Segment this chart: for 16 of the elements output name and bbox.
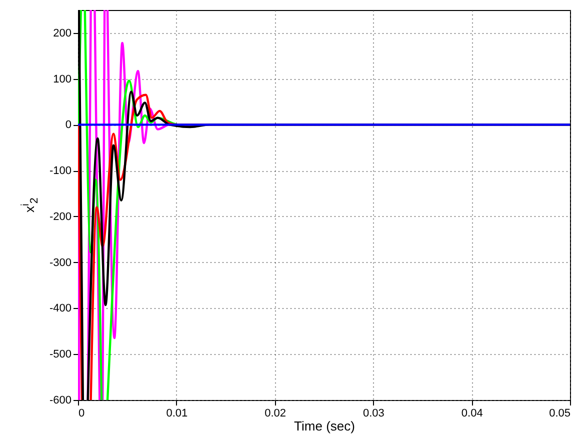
y-tick-label: -200 <box>49 210 72 223</box>
y-tick-label: 0 <box>65 119 72 132</box>
x-tick-label: 0.01 <box>166 408 188 420</box>
x-tick-label: 0 <box>78 408 85 420</box>
x-tick-label: 0.04 <box>461 408 483 420</box>
y-tick-label: -600 <box>49 394 72 406</box>
y-tick-label: -100 <box>49 165 72 178</box>
y-tick-label: -400 <box>49 302 72 315</box>
y-tick-label: 100 <box>53 73 72 86</box>
x-tick-label: 0.02 <box>264 408 286 420</box>
y-tick-label: -500 <box>49 348 72 361</box>
y-tick-label: -300 <box>49 256 72 269</box>
x-tick-label: 0.05 <box>549 408 570 420</box>
y-tick-label: 200 <box>53 27 72 40</box>
x-tick-label: 0.03 <box>362 408 384 420</box>
x-axis-title: Time (sec) <box>294 418 355 434</box>
